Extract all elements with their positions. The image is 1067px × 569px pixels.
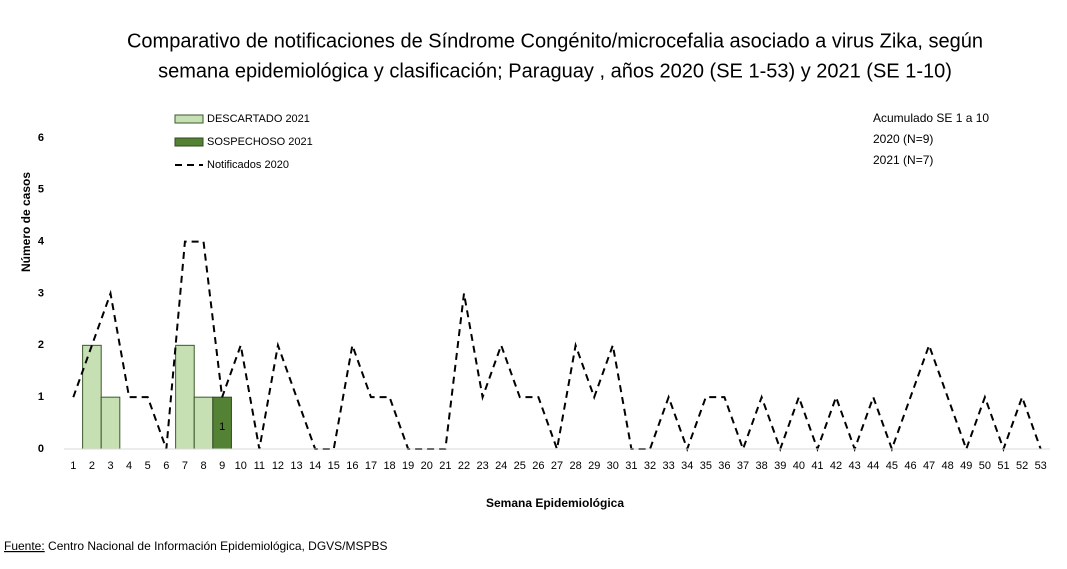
x-tick-label: 9 — [219, 460, 225, 472]
x-tick-label: 42 — [830, 460, 842, 472]
x-tick-label: 40 — [793, 460, 805, 472]
x-tick-label: 32 — [644, 460, 656, 472]
x-tick-label: 7 — [182, 460, 188, 472]
x-tick-label: 36 — [718, 460, 730, 472]
x-tick-label: 39 — [774, 460, 786, 472]
chart-title: Comparativo de notificaciones de Síndrom… — [127, 30, 983, 52]
x-tick-label: 49 — [960, 460, 972, 472]
x-tick-label: 16 — [346, 460, 358, 472]
x-tick-label: 1 — [70, 460, 76, 472]
y-axis-title: Número de casos — [19, 172, 33, 272]
y-tick-label: 5 — [38, 184, 44, 196]
x-tick-label: 8 — [200, 460, 206, 472]
x-tick-label: 41 — [811, 460, 823, 472]
y-tick-label: 1 — [38, 391, 44, 403]
source: Fuente: Centro Nacional de Información E… — [4, 539, 388, 553]
x-tick-label: 18 — [383, 460, 395, 472]
x-tick-label: 37 — [737, 460, 749, 472]
x-tick-label: 12 — [272, 460, 284, 472]
annotation: 2021 (N=7) — [873, 153, 933, 167]
legend-label: DESCARTADO 2021 — [207, 113, 310, 125]
x-tick-label: 4 — [126, 460, 132, 472]
x-tick-label: 19 — [402, 460, 414, 472]
x-tick-label: 28 — [569, 460, 581, 472]
x-tick-label: 20 — [421, 460, 433, 472]
x-tick-label: 51 — [997, 460, 1009, 472]
bar — [175, 344, 195, 450]
chart-title: semana epidemiológica y clasificación; P… — [158, 60, 952, 82]
legend-label: Notificados 2020 — [207, 159, 289, 171]
x-axis-title: Semana Epidemiológica — [486, 496, 624, 510]
x-tick-label: 47 — [923, 460, 935, 472]
x-tick-label: 14 — [309, 460, 321, 472]
x-tick-label: 48 — [942, 460, 954, 472]
x-tick-label: 23 — [476, 460, 488, 472]
y-tick-label: 4 — [38, 236, 45, 248]
x-tick-label: 30 — [607, 460, 619, 472]
x-tick-label: 10 — [235, 460, 247, 472]
x-tick-label: 21 — [439, 460, 451, 472]
x-tick-label: 25 — [514, 460, 526, 472]
line — [72, 240, 1042, 453]
x-tick-label: 3 — [107, 460, 113, 472]
x-tick-label: 15 — [328, 460, 340, 472]
x-tick-label: 5 — [145, 460, 151, 472]
y-tick-label: 0 — [38, 443, 44, 455]
x-tick-label: 2 — [89, 460, 95, 472]
x-tick-label: 27 — [551, 460, 563, 472]
x-tick-label: 45 — [886, 460, 898, 472]
x-tick-label: 24 — [495, 460, 507, 472]
x-tick-label: 26 — [532, 460, 544, 472]
x-tick-label: 38 — [756, 460, 768, 472]
x-tick-label: 22 — [458, 460, 470, 472]
x-tick-label: 33 — [662, 460, 674, 472]
y-tick-label: 6 — [38, 132, 44, 144]
x-tick-label: 53 — [1035, 460, 1047, 472]
x-tick-label: 17 — [365, 460, 377, 472]
x-tick-label: 31 — [625, 460, 637, 472]
x-tick-label: 13 — [290, 460, 302, 472]
bar — [193, 396, 214, 450]
source-text: Centro Nacional de Información Epidemiol… — [45, 539, 388, 553]
x-tick-label: 46 — [904, 460, 916, 472]
x-tick-label: 6 — [163, 460, 169, 472]
x-tick-label: 52 — [1016, 460, 1028, 472]
x-tick-label: 44 — [867, 460, 879, 472]
x-tick-label: 50 — [979, 460, 991, 472]
x-tick-label: 11 — [254, 460, 265, 472]
x-tick-label: 29 — [588, 460, 600, 472]
y-tick-label: 3 — [38, 287, 44, 299]
annotation: Acumulado SE 1 a 10 — [873, 111, 989, 125]
y-tick-label: 2 — [38, 339, 44, 351]
x-tick-label: 43 — [849, 460, 861, 472]
annotation: 2020 (N=9) — [873, 132, 933, 146]
legend-swatch — [174, 114, 204, 124]
legend-label: SOSPECHOSO 2021 — [207, 136, 313, 148]
source-label: Fuente: — [4, 539, 45, 553]
legend-swatch — [174, 137, 204, 147]
x-tick-label: 34 — [681, 460, 693, 472]
bar — [100, 396, 121, 450]
x-tick-label: 35 — [700, 460, 712, 472]
data-label: 1 — [219, 421, 225, 433]
